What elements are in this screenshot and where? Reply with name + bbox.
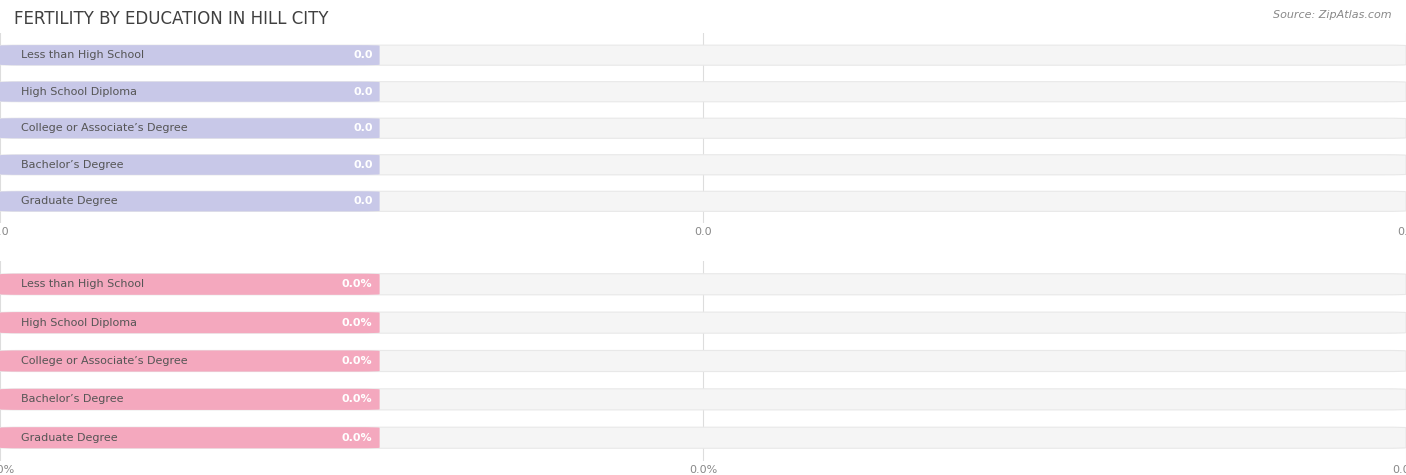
Text: Less than High School: Less than High School bbox=[21, 279, 145, 289]
Text: Graduate Degree: Graduate Degree bbox=[21, 433, 118, 443]
FancyBboxPatch shape bbox=[0, 351, 1406, 371]
Text: 0.0%: 0.0% bbox=[342, 356, 373, 366]
Text: 0.0%: 0.0% bbox=[342, 433, 373, 443]
FancyBboxPatch shape bbox=[0, 351, 380, 371]
Text: Less than High School: Less than High School bbox=[21, 50, 145, 60]
Text: Graduate Degree: Graduate Degree bbox=[21, 196, 118, 206]
Text: 0.0%: 0.0% bbox=[342, 394, 373, 404]
FancyBboxPatch shape bbox=[0, 312, 380, 333]
Text: 0.0%: 0.0% bbox=[342, 318, 373, 328]
FancyBboxPatch shape bbox=[0, 155, 380, 175]
Text: Bachelor’s Degree: Bachelor’s Degree bbox=[21, 394, 124, 404]
FancyBboxPatch shape bbox=[0, 82, 380, 102]
Text: 0.0: 0.0 bbox=[353, 87, 373, 97]
Text: Source: ZipAtlas.com: Source: ZipAtlas.com bbox=[1274, 10, 1392, 19]
FancyBboxPatch shape bbox=[0, 427, 1406, 448]
FancyBboxPatch shape bbox=[0, 312, 1406, 333]
Text: 0.0%: 0.0% bbox=[342, 279, 373, 289]
Text: 0.0: 0.0 bbox=[353, 160, 373, 170]
FancyBboxPatch shape bbox=[0, 274, 380, 295]
Text: College or Associate’s Degree: College or Associate’s Degree bbox=[21, 356, 188, 366]
Text: 0.0: 0.0 bbox=[353, 50, 373, 60]
FancyBboxPatch shape bbox=[0, 427, 380, 448]
FancyBboxPatch shape bbox=[0, 389, 380, 410]
FancyBboxPatch shape bbox=[0, 274, 1406, 295]
Text: 0.0: 0.0 bbox=[353, 196, 373, 206]
FancyBboxPatch shape bbox=[0, 118, 380, 138]
Text: Bachelor’s Degree: Bachelor’s Degree bbox=[21, 160, 124, 170]
Text: High School Diploma: High School Diploma bbox=[21, 318, 138, 328]
Text: College or Associate’s Degree: College or Associate’s Degree bbox=[21, 123, 188, 133]
FancyBboxPatch shape bbox=[0, 45, 1406, 65]
Text: FERTILITY BY EDUCATION IN HILL CITY: FERTILITY BY EDUCATION IN HILL CITY bbox=[14, 10, 329, 28]
FancyBboxPatch shape bbox=[0, 118, 1406, 138]
FancyBboxPatch shape bbox=[0, 191, 1406, 211]
Text: 0.0: 0.0 bbox=[353, 123, 373, 133]
FancyBboxPatch shape bbox=[0, 82, 1406, 102]
FancyBboxPatch shape bbox=[0, 155, 1406, 175]
FancyBboxPatch shape bbox=[0, 45, 380, 65]
FancyBboxPatch shape bbox=[0, 389, 1406, 410]
FancyBboxPatch shape bbox=[0, 191, 380, 211]
Text: High School Diploma: High School Diploma bbox=[21, 87, 138, 97]
